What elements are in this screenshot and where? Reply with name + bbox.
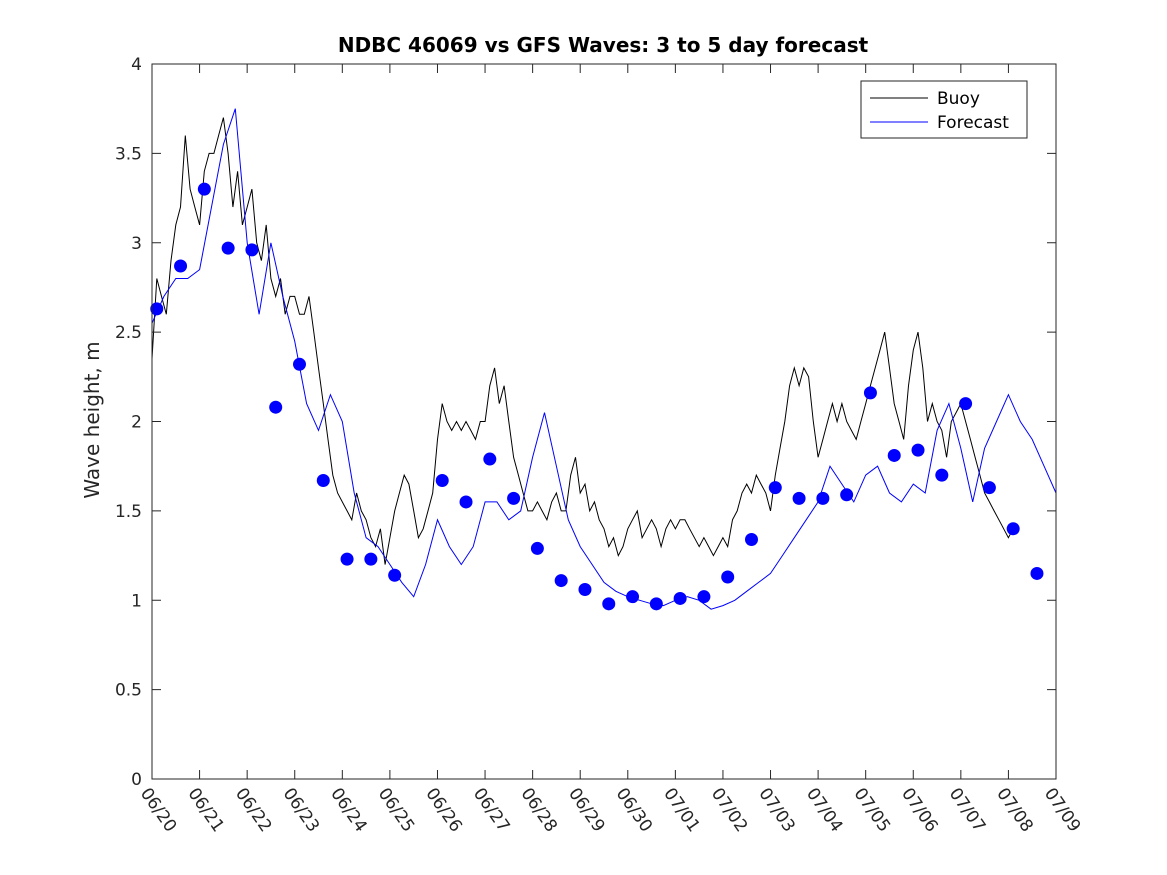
forecast-marker [1030, 566, 1044, 580]
x-axis: 06/20 06/21 06/22 06/23 06/24 06/25 06/26 06/27… [136, 64, 1084, 836]
x-tick-label: 06/28 [517, 784, 561, 836]
y-axis: 0 0.5 1 1.5 2 2.5 3 3.5 4 [115, 55, 1056, 790]
x-tick-label: 06/22 [231, 784, 275, 836]
axes-box [151, 63, 1057, 780]
forecast-marker [221, 241, 235, 255]
forecast-marker [316, 473, 330, 487]
y-tick-label: 0.5 [115, 681, 142, 701]
forecast-marker [435, 473, 449, 487]
x-tick-label: 06/25 [374, 784, 418, 836]
x-tick-label: 07/09 [1040, 784, 1084, 836]
forecast-marker [602, 597, 616, 611]
y-tick-label: 2.5 [115, 323, 142, 343]
forecast-marker [911, 443, 925, 457]
forecast-marker [959, 397, 973, 411]
legend-buoy-label: Buoy [937, 89, 980, 109]
y-tick-label: 0 [131, 770, 142, 790]
forecast-marker [554, 574, 568, 588]
forecast-marker [507, 491, 521, 505]
forecast-marker [626, 590, 640, 604]
x-tick-label: 06/21 [183, 784, 227, 836]
forecast-marker [530, 541, 544, 555]
forecast-marker [887, 448, 901, 462]
forecast-marker [816, 491, 830, 505]
forecast-marker [388, 568, 402, 582]
x-tick-label: 07/01 [659, 784, 703, 836]
forecast-marker [935, 468, 949, 482]
forecast-marker [1006, 522, 1020, 536]
plot-area [150, 108, 1057, 611]
x-tick-label: 06/30 [612, 784, 656, 836]
x-tick-label: 07/07 [945, 784, 989, 836]
y-tick-label: 1 [131, 591, 142, 611]
y-tick-label: 2 [131, 413, 142, 433]
x-tick-label: 07/02 [707, 784, 751, 836]
forecast-marker [245, 243, 259, 257]
x-tick-label: 07/04 [802, 784, 846, 836]
x-tick-label: 07/03 [754, 784, 798, 836]
forecast-marker [483, 452, 497, 466]
series-line-forecast [151, 108, 1057, 610]
forecast-marker [673, 591, 687, 605]
x-tick-label: 06/23 [279, 784, 323, 836]
x-tick-label: 07/08 [992, 784, 1036, 836]
forecast-marker [721, 570, 735, 584]
legend-box [860, 80, 1028, 139]
x-tick-label: 07/06 [897, 784, 941, 836]
forecast-marker [744, 532, 758, 546]
y-axis-label: Wave height, m [80, 341, 104, 498]
legend-forecast-label: Forecast [937, 113, 1009, 133]
y-tick-label: 3 [131, 234, 142, 254]
x-tick-label: 06/26 [421, 784, 465, 836]
forecast-marker [174, 259, 188, 273]
legend: Buoy Forecast [860, 80, 1028, 139]
forecast-marker [364, 552, 378, 566]
forecast-marker [840, 488, 854, 502]
series-line-buoy [151, 117, 1014, 565]
forecast-marker [197, 182, 211, 196]
x-tick-label: 06/24 [326, 784, 370, 836]
forecast-marker [863, 386, 877, 400]
forecast-marker [459, 495, 473, 509]
forecast-marker [792, 491, 806, 505]
forecast-marker [982, 481, 996, 495]
y-tick-label: 3.5 [115, 144, 142, 164]
forecast-marker [697, 590, 711, 604]
forecast-marker [649, 597, 663, 611]
forecast-marker [269, 400, 283, 414]
chart-title: NDBC 46069 vs GFS Waves: 3 to 5 day fore… [338, 33, 869, 57]
x-tick-label: 06/20 [136, 784, 180, 836]
forecast-marker [150, 302, 164, 316]
x-tick-label: 06/29 [564, 784, 608, 836]
x-tick-label: 07/05 [850, 784, 894, 836]
forecast-marker [768, 481, 782, 495]
forecast-marker [292, 357, 306, 371]
y-tick-label: 4 [131, 55, 142, 75]
forecast-marker [578, 583, 592, 597]
forecast-marker [340, 552, 354, 566]
y-tick-label: 1.5 [115, 502, 142, 522]
x-tick-label: 06/27 [469, 784, 513, 836]
